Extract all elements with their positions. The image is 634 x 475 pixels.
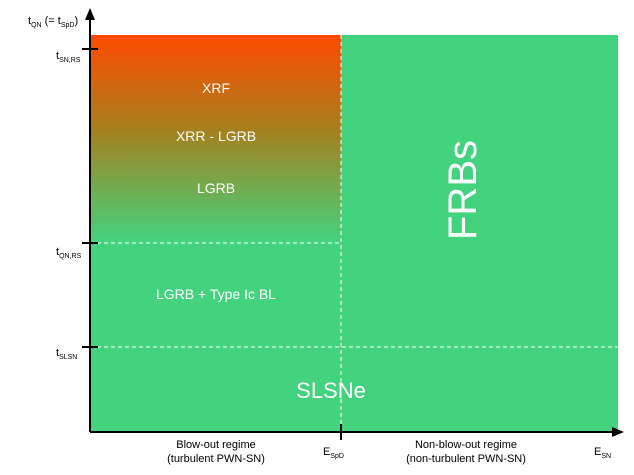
region-slsne: SLSNe (296, 378, 366, 403)
left-regime-line1: Blow-out regime (176, 439, 255, 451)
left-regime-line2: (turbulent PWN-SN) (167, 453, 265, 465)
x-axis-arrow (612, 427, 624, 437)
right-regime-line2: (non-turbulent PWN-SN) (406, 453, 526, 465)
y-tick-label-qnrs: tQN,RS (56, 246, 82, 260)
right-regime-line1: Non-blow-out regime (415, 439, 517, 451)
region-lgrb-ic: LGRB + Type Ic BL (156, 286, 276, 302)
x-axis-label: ESN (594, 446, 611, 460)
y-axis-arrow (85, 8, 95, 20)
y-tick-label-snrs: tSN,RS (56, 50, 81, 64)
region-frbs: FRBs (441, 140, 485, 240)
y-tick-label-slsn: tSLSN (56, 347, 77, 361)
gradient-region (90, 35, 341, 243)
y-axis-label: tQN (= tSpD) (28, 15, 78, 29)
region-xrf: XRF (202, 80, 230, 96)
x-tick-label-espd: ESpD (323, 446, 344, 460)
region-xrr-lgrb: XRR - LGRB (176, 128, 256, 144)
region-lgrb: LGRB (197, 180, 235, 196)
